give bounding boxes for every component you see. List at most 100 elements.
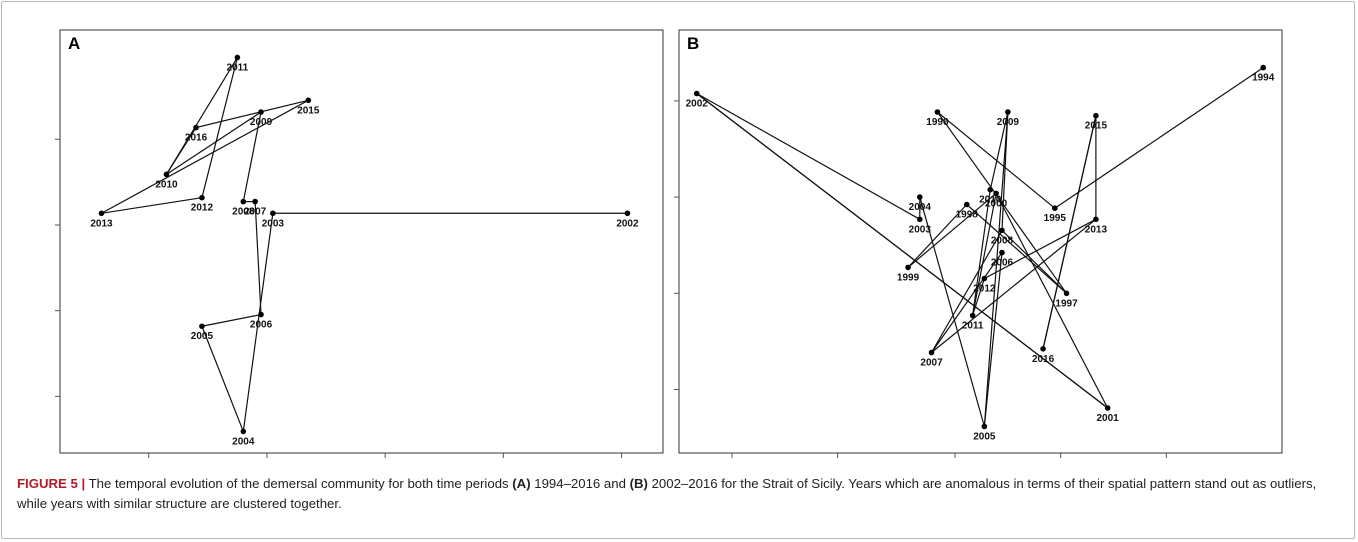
trajectory-segment-2013-2015	[101, 99, 309, 214]
data-point-1994	[1260, 64, 1266, 71]
point-label-2013: 2013	[90, 218, 113, 229]
trajectory-segment-1997-1998	[966, 204, 1067, 294]
data-point-2013	[1093, 216, 1099, 223]
point-label-2005: 2005	[191, 331, 214, 342]
trajectory-segment-2006-2007	[931, 252, 1003, 353]
trajectory-segment-2007-2008	[931, 230, 1003, 353]
trajectory-segment-2016-2015	[1042, 115, 1097, 349]
point-label-2009: 2009	[250, 117, 273, 128]
point-label-2008: 2008	[991, 235, 1014, 246]
point-label-1999: 1999	[897, 272, 920, 283]
point-label-2002: 2002	[686, 99, 709, 110]
point-label-2015: 2015	[297, 105, 320, 116]
data-point-1999	[905, 264, 911, 271]
data-point-2005	[199, 323, 205, 330]
data-point-2009	[258, 109, 264, 115]
point-label-2001: 2001	[1097, 413, 1120, 424]
data-point-2016	[1040, 346, 1046, 352]
trajectory-segment-2002-2001	[696, 93, 1109, 409]
panel-a-plot-area	[59, 29, 664, 454]
data-point-2007	[252, 198, 258, 205]
trajectory-segment-2015-2016	[195, 99, 309, 129]
trajectory-segment-2008-2009	[242, 111, 262, 202]
point-label-2011: 2011	[962, 321, 984, 332]
trajectory-segment-2011-2000	[972, 193, 997, 316]
caption-figure-label: FIGURE 5 |	[17, 476, 86, 491]
data-point-2012	[199, 194, 205, 201]
trajectory-segment-2016-2010	[165, 127, 197, 175]
trajectory-segment-2011-2012	[201, 57, 238, 198]
point-label-2010: 2010	[979, 195, 1002, 206]
data-point-2005	[981, 423, 988, 430]
point-label-2007: 2007	[244, 207, 267, 218]
data-point-2003	[270, 210, 276, 217]
caption-text-1: The temporal evolution of the demersal c…	[85, 476, 513, 491]
point-label-2013: 2013	[1085, 224, 1108, 235]
figure-caption: FIGURE 5 | The temporal evolution of the…	[17, 474, 1337, 514]
trajectory-segment-2012-2013	[984, 218, 1097, 280]
data-point-2011	[969, 312, 976, 319]
trajectory-segment-2012-2013	[101, 197, 203, 214]
point-label-2009: 2009	[997, 117, 1020, 128]
data-point-2011	[234, 54, 241, 61]
point-label-2003: 2003	[262, 218, 285, 229]
trajectory-segment-2005-2006	[983, 252, 1003, 427]
point-label-2006: 2006	[250, 320, 273, 331]
caption-text-3: 2002–2016 for the Strait of Sicily. Year…	[17, 476, 1317, 511]
trajectory-segment-2009-2010	[989, 111, 1009, 190]
caption-label-b: (B)	[629, 476, 648, 491]
panel-letter: A	[68, 34, 80, 53]
caption-text-2: 1994–2016 and	[530, 476, 630, 491]
data-point-1998	[963, 201, 970, 208]
panel-b-plot-area	[678, 29, 1283, 454]
trajectory-segment-2006-2007	[254, 201, 262, 315]
point-label-2010: 2010	[155, 179, 178, 190]
trajectory-segment-2007-2013	[931, 218, 1097, 353]
trajectory-segment-2003-2004	[242, 213, 274, 432]
trajectory-segment-1995-1996	[937, 111, 1056, 209]
point-label-2005: 2005	[973, 432, 996, 443]
trajectory-segment-1998-1999	[907, 204, 968, 268]
panel-b: B 1994 1995 1996 1997 1998 1999 2000 2001 2002 200…	[674, 29, 1283, 458]
data-point-1995	[1052, 205, 1058, 211]
trajectory-segment-2005-2009	[983, 111, 1009, 427]
point-label-2004: 2004	[909, 202, 932, 213]
data-point-2015	[305, 97, 312, 104]
trajectory-segment-2004-2005	[919, 196, 985, 427]
trajectory-segment-2008-1997	[1001, 229, 1067, 294]
trajectory-segment-2005-2006	[201, 313, 262, 327]
trajectory-segment-2004-2005	[201, 326, 244, 432]
point-label-1998: 1998	[956, 210, 979, 221]
caption-label-a: (A)	[512, 476, 531, 491]
data-point-2004	[917, 194, 923, 200]
data-point-2013	[98, 210, 105, 217]
data-point-2001	[1104, 405, 1111, 411]
point-label-2016: 2016	[1032, 354, 1055, 365]
data-point-2012	[981, 275, 988, 282]
data-point-2006	[999, 249, 1005, 256]
point-label-2006: 2006	[991, 258, 1014, 269]
data-point-2016	[193, 124, 199, 131]
point-label-2011: 2011	[227, 62, 249, 73]
point-label-1996: 1996	[926, 117, 949, 128]
data-point-2008	[240, 198, 247, 205]
data-point-2010	[987, 186, 994, 193]
point-label-2000: 2000	[985, 198, 1008, 209]
point-label-2008: 2008	[232, 207, 255, 218]
data-point-2009	[1005, 109, 1011, 115]
data-point-2004	[240, 428, 247, 435]
data-point-1996	[934, 109, 941, 115]
figure-5-charts: A200220032004200520062007200820092010201…	[55, 29, 1283, 458]
point-label-1997: 1997	[1055, 298, 1078, 309]
data-point-2000	[993, 190, 999, 197]
point-label-2003: 2003	[909, 224, 932, 235]
data-point-2002	[693, 90, 700, 97]
point-label-1994: 1994	[1252, 73, 1275, 84]
data-point-2002	[624, 210, 631, 217]
trajectory-segment-2002-2003	[696, 92, 921, 220]
point-label-2004: 2004	[232, 436, 255, 447]
trajectory-segment-1994-1995	[1054, 67, 1264, 209]
point-label-2002: 2002	[616, 218, 639, 229]
